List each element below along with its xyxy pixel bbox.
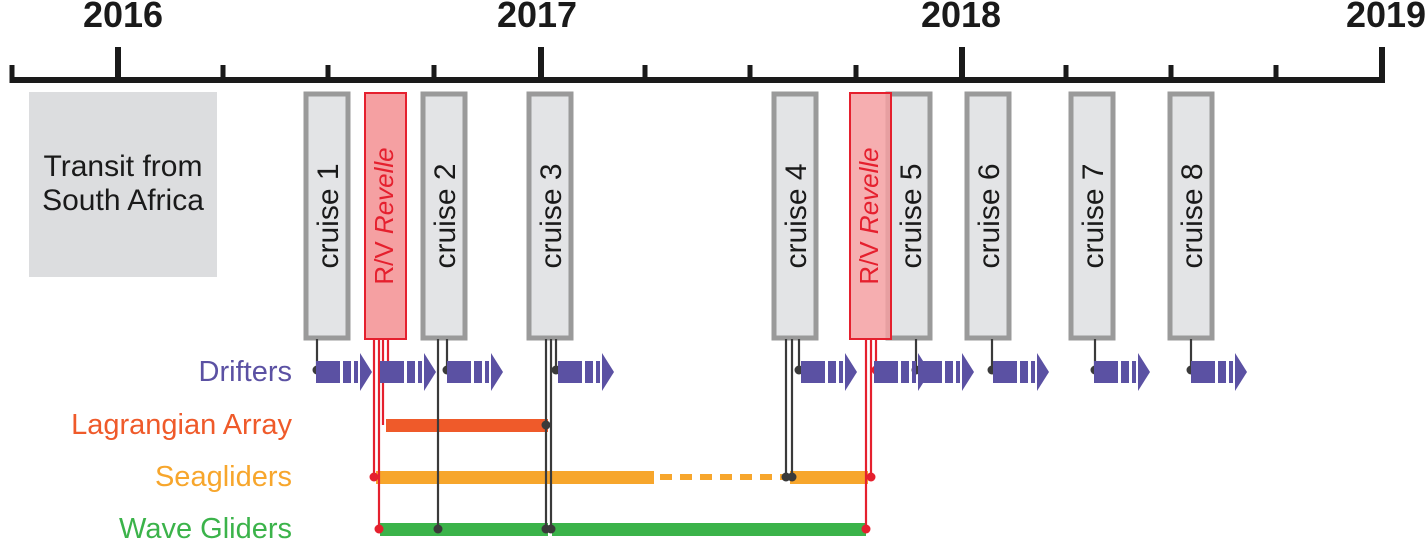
- drifter-arrow-icon: [1191, 353, 1247, 391]
- cruise-boxes: cruise 1 cruise 2 cruise 3 cruise 4 crui…: [303, 91, 1215, 341]
- cruise-box-8: cruise 8: [1167, 91, 1215, 341]
- time-axis: 2016 2017 2018 2019: [9, 0, 1426, 83]
- lagrangian-array-bar: [386, 419, 548, 432]
- drifter-arrow-icon: [447, 353, 503, 391]
- revelle-name-2: Revelle: [854, 147, 884, 234]
- svg-text:R/V Revelle: R/V Revelle: [369, 147, 399, 284]
- row-label-wave-gliders: Wave Gliders: [119, 513, 292, 540]
- revelle-prefix-1: R/V: [369, 234, 399, 285]
- drifter-arrow-icon: [1094, 353, 1150, 391]
- revelle-box-1: R/V Revelle: [364, 92, 407, 340]
- cruise-box-7: cruise 7: [1068, 91, 1116, 341]
- drifter-arrow-icon: [558, 353, 614, 391]
- wave-gliders-bar-2: [552, 523, 866, 536]
- cruise-label-5: cruise 5: [895, 163, 928, 268]
- platform-bars: [376, 419, 868, 536]
- cruise-box-5: cruise 5: [885, 91, 933, 341]
- cruise-label-1: cruise 1: [312, 163, 345, 268]
- transit-label-line1: Transit from: [44, 150, 203, 183]
- year-label-2016: 2016: [83, 0, 163, 35]
- revelle-prefix-2: R/V: [854, 234, 884, 285]
- drifter-arrow-icon: [993, 353, 1049, 391]
- year-label-2018: 2018: [921, 0, 1001, 35]
- cruise-label-6: cruise 6: [973, 163, 1006, 268]
- drifter-arrows: [316, 353, 1247, 391]
- cruise-label-8: cruise 8: [1176, 163, 1209, 268]
- cruise-label-2: cruise 2: [429, 163, 462, 268]
- wave-gliders-bar-1: [380, 523, 548, 536]
- cruise-box-6: cruise 6: [964, 91, 1012, 341]
- cruise-label-4: cruise 4: [780, 163, 813, 268]
- transit-label-line2: South Africa: [42, 184, 204, 217]
- cruise-box-3: cruise 3: [526, 91, 574, 341]
- revelle-name-1: Revelle: [369, 147, 399, 234]
- seagliders-bar-2: [790, 471, 868, 484]
- year-label-2017: 2017: [497, 0, 577, 35]
- row-label-drifters: Drifters: [199, 356, 292, 388]
- row-label-lagrangian-array: Lagrangian Array: [71, 409, 292, 441]
- cruise-label-3: cruise 3: [535, 163, 568, 268]
- cruise-box-1: cruise 1: [303, 91, 351, 341]
- seagliders-bar-1: [376, 471, 654, 484]
- year-label-2019: 2019: [1346, 0, 1426, 35]
- transit-box: Transit from South Africa: [29, 92, 217, 277]
- drifter-arrow-icon: [918, 353, 974, 391]
- cruise-box-2: cruise 2: [420, 91, 468, 341]
- row-label-seagliders: Seagliders: [155, 461, 292, 493]
- drifter-arrow-icon: [316, 353, 372, 391]
- revelle-box-2: R/V Revelle: [849, 92, 892, 340]
- connector-dots: [312, 365, 1196, 534]
- cruise-label-7: cruise 7: [1077, 163, 1110, 268]
- revelle-boxes: R/V Revelle R/V Revelle: [364, 92, 892, 340]
- svg-text:R/V Revelle: R/V Revelle: [854, 147, 884, 284]
- cruise-box-4: cruise 4: [771, 91, 819, 341]
- drifter-arrow-icon: [801, 353, 857, 391]
